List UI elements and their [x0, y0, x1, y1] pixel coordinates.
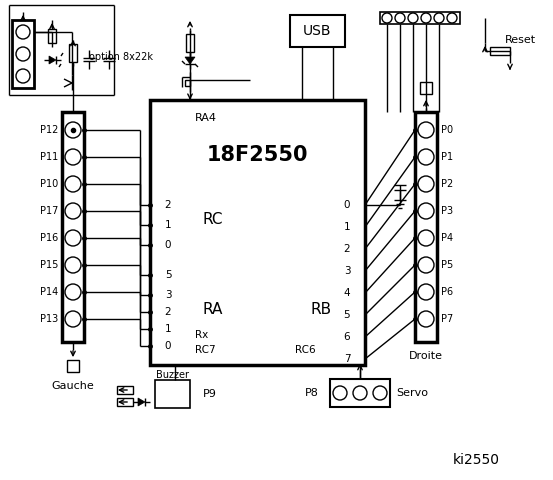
Text: RB: RB: [310, 302, 331, 317]
Circle shape: [65, 203, 81, 219]
Circle shape: [373, 386, 387, 400]
Circle shape: [395, 13, 405, 23]
Bar: [67, 360, 79, 372]
Text: 4: 4: [343, 288, 350, 298]
Text: 2: 2: [165, 200, 171, 210]
Circle shape: [16, 47, 30, 61]
Text: P9: P9: [203, 389, 217, 399]
Text: P16: P16: [40, 233, 58, 243]
Text: 7: 7: [343, 354, 350, 364]
Text: 0: 0: [165, 341, 171, 351]
Text: P3: P3: [441, 206, 453, 216]
Text: P13: P13: [40, 314, 58, 324]
Circle shape: [65, 284, 81, 300]
Circle shape: [418, 311, 434, 327]
Bar: [150, 100, 365, 365]
Text: 1: 1: [343, 222, 350, 232]
Text: P12: P12: [40, 125, 58, 135]
Text: 1: 1: [165, 220, 171, 230]
Text: USB: USB: [303, 24, 332, 38]
Circle shape: [434, 13, 444, 23]
Circle shape: [418, 122, 434, 138]
Bar: [155, 380, 190, 408]
Polygon shape: [138, 398, 145, 406]
Text: 6: 6: [343, 332, 350, 342]
Text: 5: 5: [165, 270, 171, 280]
Text: RC6: RC6: [295, 345, 315, 355]
Circle shape: [65, 149, 81, 165]
Circle shape: [421, 13, 431, 23]
Circle shape: [65, 257, 81, 273]
Circle shape: [418, 257, 434, 273]
Circle shape: [418, 176, 434, 192]
Text: P17: P17: [40, 206, 58, 216]
Text: P6: P6: [441, 287, 453, 297]
Circle shape: [408, 13, 418, 23]
Circle shape: [418, 284, 434, 300]
Bar: [186, 34, 194, 52]
Circle shape: [353, 386, 367, 400]
Bar: [48, 29, 56, 43]
Text: Gauche: Gauche: [51, 381, 95, 391]
Circle shape: [333, 386, 347, 400]
Bar: [330, 379, 390, 407]
Bar: [62, 112, 84, 342]
Text: P2: P2: [441, 179, 453, 189]
Text: RC: RC: [202, 213, 222, 228]
Circle shape: [65, 176, 81, 192]
Bar: [290, 15, 345, 47]
Bar: [117, 398, 133, 406]
Text: Servo: Servo: [396, 388, 428, 398]
Bar: [420, 82, 432, 94]
Text: 18F2550: 18F2550: [207, 145, 308, 165]
Circle shape: [418, 149, 434, 165]
Text: 3: 3: [165, 290, 171, 300]
Text: RC7: RC7: [195, 345, 216, 355]
Text: option 8x22k: option 8x22k: [89, 52, 153, 62]
Text: P1: P1: [441, 152, 453, 162]
Text: P0: P0: [441, 125, 453, 135]
Text: P8: P8: [305, 388, 319, 398]
Text: Droite: Droite: [409, 351, 443, 361]
Bar: [69, 44, 77, 62]
Text: P11: P11: [40, 152, 58, 162]
Text: ki2550: ki2550: [453, 453, 500, 467]
Circle shape: [418, 230, 434, 246]
Text: P10: P10: [40, 179, 58, 189]
Bar: [415, 112, 437, 342]
Text: P14: P14: [40, 287, 58, 297]
Text: Rx: Rx: [195, 330, 208, 340]
Text: 5: 5: [343, 310, 350, 320]
Text: 1: 1: [165, 324, 171, 334]
Text: P15: P15: [40, 260, 58, 270]
Bar: [185, 80, 190, 86]
Bar: [490, 47, 510, 55]
Circle shape: [382, 13, 392, 23]
Text: RA: RA: [202, 302, 222, 317]
Circle shape: [65, 230, 81, 246]
Bar: [117, 386, 133, 394]
Circle shape: [16, 69, 30, 83]
Text: 2: 2: [165, 307, 171, 317]
Text: 3: 3: [343, 266, 350, 276]
Text: P5: P5: [441, 260, 453, 270]
Bar: [380, 12, 460, 24]
Polygon shape: [185, 57, 195, 64]
Circle shape: [418, 203, 434, 219]
Text: P7: P7: [441, 314, 453, 324]
Text: RA4: RA4: [195, 113, 217, 123]
Bar: [12, 20, 34, 88]
Text: Reset: Reset: [505, 35, 536, 45]
Text: 0: 0: [165, 240, 171, 250]
Circle shape: [65, 311, 81, 327]
Text: 2: 2: [343, 244, 350, 254]
Circle shape: [16, 25, 30, 39]
Polygon shape: [49, 56, 56, 64]
Circle shape: [447, 13, 457, 23]
Text: P4: P4: [441, 233, 453, 243]
Circle shape: [65, 122, 81, 138]
Text: 0: 0: [344, 200, 350, 210]
Text: Buzzer: Buzzer: [156, 370, 189, 380]
